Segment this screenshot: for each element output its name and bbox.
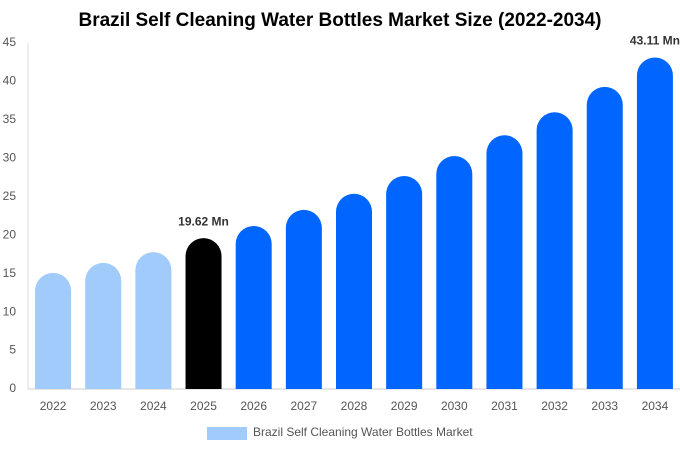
bar [386,176,423,389]
bar [486,135,523,389]
x-tick-label: 2026 [240,399,267,413]
y-tick-label: 35 [3,112,17,126]
y-tick-label: 40 [3,74,17,88]
x-tick-label: 2027 [290,399,317,413]
y-tick-label: 25 [3,189,17,203]
x-tick-label: 2023 [90,399,117,413]
x-tick-label: 2033 [591,399,618,413]
x-tick-label: 2022 [40,399,67,413]
x-tick-label: 2024 [140,399,167,413]
y-tick-label: 5 [9,343,16,357]
x-tick-label: 2034 [642,399,669,413]
x-tick-label: 2032 [541,399,568,413]
y-tick-label: 45 [3,35,17,49]
y-tick-label: 30 [3,151,17,165]
bar [235,225,272,389]
x-tick-label: 2031 [491,399,518,413]
value-label: 19.62 Mn [178,214,229,228]
bar [285,209,322,389]
chart-title: Brazil Self Cleaning Water Bottles Marke… [78,10,601,31]
bar [85,262,122,389]
y-tick-label: 20 [3,227,17,241]
value-label: 43.11 Mn [630,34,680,48]
bar [35,272,72,389]
y-tick-label: 10 [3,304,17,318]
x-tick-label: 2025 [190,399,217,413]
bar [185,238,222,389]
legend-swatch [207,427,247,440]
bar [586,86,623,390]
legend-label: Brazil Self Cleaning Water Bottles Marke… [253,425,473,439]
bar [135,252,172,389]
bar [536,112,573,389]
x-tick-label: 2029 [391,399,418,413]
bar [436,156,473,389]
x-tick-label: 2030 [441,399,468,413]
bar [336,193,372,389]
y-tick-label: 0 [9,381,16,395]
y-tick-label: 15 [3,266,17,280]
bar [636,57,673,389]
x-tick-label: 2028 [341,399,368,413]
